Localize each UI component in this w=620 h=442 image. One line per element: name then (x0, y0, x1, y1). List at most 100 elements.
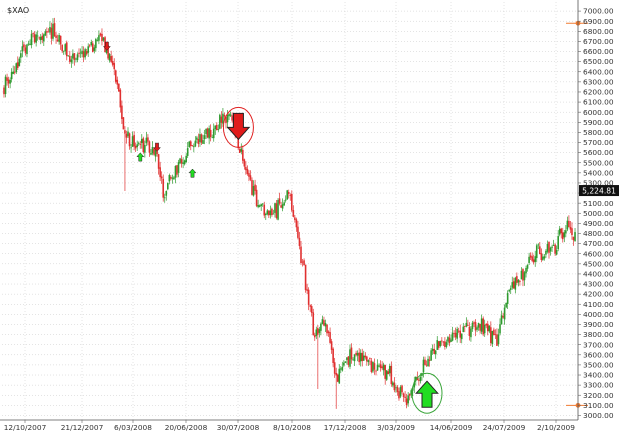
buy-signal-circle (411, 372, 443, 414)
candle-body (373, 363, 376, 370)
candle-body (379, 364, 382, 368)
candle-body (448, 337, 451, 344)
candle-body (324, 323, 327, 327)
candle-body (264, 213, 267, 216)
candle-body (372, 361, 374, 372)
x-tick-label: 12/10/2007 (4, 423, 47, 432)
candle-body (502, 315, 504, 318)
candle-body (119, 89, 122, 108)
candle-body (173, 177, 175, 180)
y-tick-label: 6600.00 (583, 47, 614, 56)
candle-body (512, 281, 515, 289)
x-tick-label: 24/07/2009 (483, 423, 526, 432)
candle-body (55, 35, 57, 38)
candle-body (257, 204, 259, 208)
x-tick-label: 2/10/2009 (537, 423, 575, 432)
candle-body (474, 322, 477, 331)
y-tick-label: 5600.00 (583, 148, 614, 157)
candle-body (401, 385, 403, 393)
candle-body (56, 39, 59, 41)
candle-body (506, 293, 509, 304)
candle-body (69, 55, 71, 62)
candle-body (537, 244, 540, 246)
candle-body (186, 148, 189, 156)
candle-body (237, 134, 240, 149)
candle-body (124, 130, 126, 134)
candle-body (263, 204, 266, 216)
candle-body (246, 168, 249, 174)
candle-body (366, 356, 368, 362)
candle-body (182, 162, 184, 164)
candle-body (44, 31, 47, 36)
candle-body (395, 387, 397, 389)
candle-body (144, 144, 146, 153)
y-tick-label: 4000.00 (583, 310, 614, 319)
candle-body (157, 154, 160, 169)
candle-body (274, 203, 276, 213)
candle-body (557, 236, 559, 250)
candle-body (75, 58, 77, 60)
candle-body (309, 305, 311, 307)
candle-body (151, 146, 154, 154)
candle-body (418, 379, 420, 381)
candle-body (470, 328, 472, 338)
candle-body (6, 77, 8, 81)
candle-body (339, 368, 342, 370)
candle-body (18, 58, 21, 67)
candle-body (297, 226, 299, 238)
candle-body (15, 63, 18, 73)
candle-body (13, 71, 16, 73)
y-tick-label: 3000.00 (583, 411, 614, 420)
y-tick-label: 4600.00 (583, 249, 614, 258)
candle-body (323, 320, 325, 326)
candle-body (441, 340, 443, 342)
candle-body (79, 52, 82, 54)
candle-body (456, 328, 458, 339)
candle-body (23, 44, 25, 48)
candle-body (252, 185, 255, 196)
candle-body (238, 149, 241, 153)
candle-body (197, 139, 200, 144)
candle-body (479, 323, 481, 331)
candle-body (202, 140, 204, 144)
candle-body (434, 350, 437, 355)
candle-body (21, 46, 24, 52)
candle-body (534, 256, 537, 262)
candle-body (271, 208, 273, 216)
candle-body (101, 33, 103, 42)
y-tick-label: 6700.00 (583, 37, 614, 46)
y-tick-label: 3300.00 (583, 381, 614, 390)
candle-body (480, 318, 483, 332)
x-tick-label: 8/10/2008 (273, 423, 311, 432)
y-tick-label: 3600.00 (583, 350, 614, 359)
candle-body (552, 244, 555, 246)
candle-body (53, 23, 56, 37)
candle-body (185, 155, 187, 163)
candle-body (554, 244, 556, 254)
candle-body (384, 365, 386, 379)
candle-body (520, 270, 523, 280)
candle-body (542, 256, 544, 260)
candle-body (329, 332, 331, 343)
candle-body (163, 197, 166, 199)
candle-body (428, 359, 431, 361)
y-tick-label: 5400.00 (583, 168, 614, 177)
y-tick-label: 3700.00 (583, 340, 614, 349)
candle-body (180, 159, 183, 164)
candle-body (494, 334, 497, 336)
y-tick-label: 7000.00 (583, 7, 614, 16)
x-tick-label: 20/06/2008 (165, 423, 208, 432)
candle-body (522, 269, 524, 281)
candle-body (93, 47, 96, 51)
sell-signal-circle (222, 106, 254, 148)
candle-body (415, 376, 417, 381)
candle-body (442, 341, 445, 343)
candle-body (3, 87, 5, 95)
candle-body (385, 370, 388, 380)
candle-body (287, 191, 290, 194)
candle-body (525, 268, 527, 274)
candle-body (535, 245, 538, 259)
candle-body (215, 124, 218, 131)
candle-body (436, 340, 439, 350)
